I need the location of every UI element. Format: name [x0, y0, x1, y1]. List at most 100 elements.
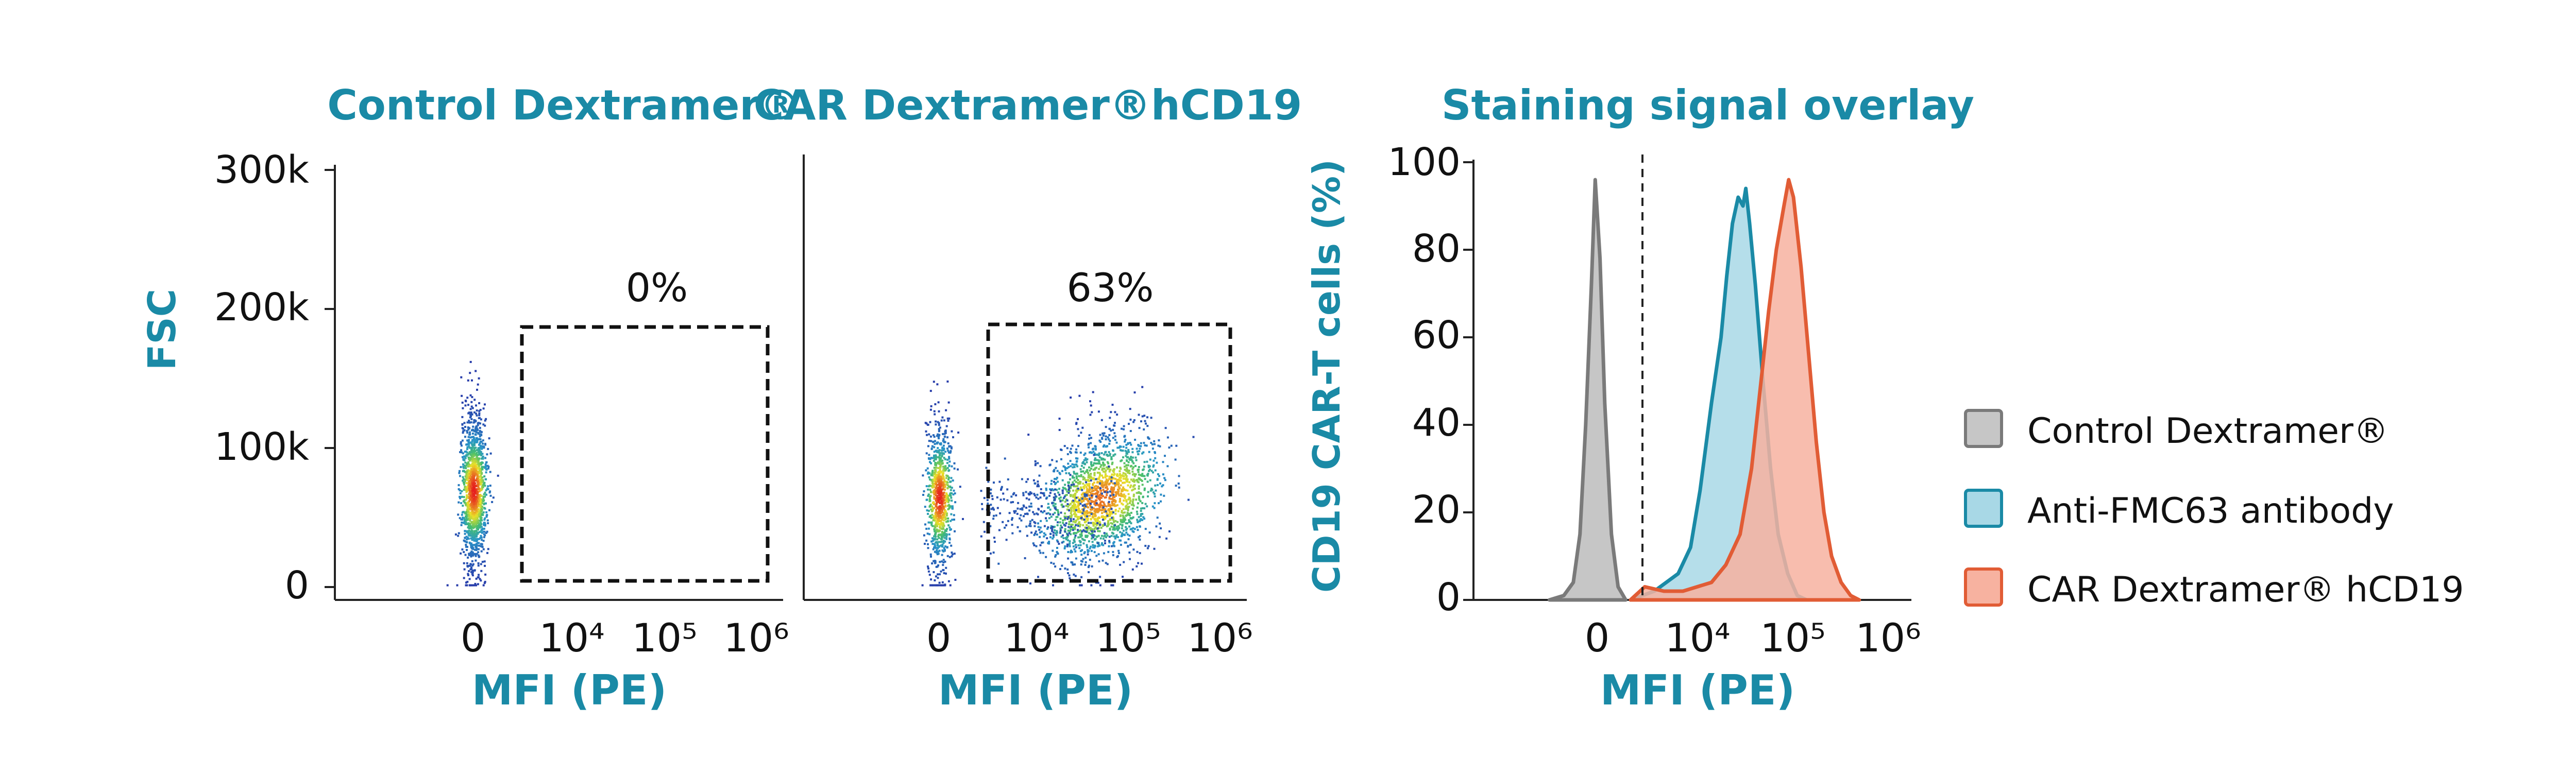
scatter-point [491, 501, 494, 503]
scatter-point [1074, 451, 1077, 454]
scatter-point [474, 457, 477, 460]
scatter-point [947, 517, 950, 520]
scatter-point [922, 474, 924, 477]
scatter-point [1090, 545, 1092, 548]
scatter-point [1162, 473, 1164, 476]
scatter-point [931, 507, 934, 510]
scatter-point [1090, 508, 1093, 511]
scatter-point [1082, 529, 1085, 531]
scatter-point [1103, 503, 1106, 506]
scatter-point [483, 536, 485, 539]
scatter-point [1131, 568, 1134, 571]
scatter-point [1116, 529, 1119, 531]
scatter-point [1138, 487, 1140, 490]
scatter-point [1107, 515, 1110, 518]
scatter-point [1093, 481, 1095, 484]
scatter-point [940, 452, 942, 454]
scatter-point [479, 433, 481, 436]
scatter-point [1120, 445, 1122, 448]
scatter-point [456, 584, 459, 587]
scatter-point [1063, 445, 1066, 447]
panel-control-dextramer: Control Dextramer® FSC 300k 200k 100k 0 … [140, 81, 801, 714]
scatter-point [481, 528, 484, 530]
scatter-point [937, 547, 939, 549]
scatter-point [478, 422, 480, 424]
scatter-point [1075, 513, 1077, 516]
scatter-point [1076, 515, 1079, 518]
scatter-point [1077, 530, 1079, 533]
scatter-point [1045, 489, 1047, 491]
scatter-point [1095, 510, 1098, 512]
scatter-point [945, 483, 948, 486]
scatter-point [1078, 394, 1081, 397]
scatter-point [1089, 527, 1092, 529]
scatter-point [1007, 478, 1009, 480]
scatter-point [1136, 447, 1138, 450]
scatter-point [1088, 540, 1090, 543]
scatter-point [1129, 465, 1132, 468]
scatter-point [474, 555, 477, 557]
scatter-point [1104, 518, 1107, 520]
scatter-point [1141, 502, 1144, 504]
scatter-point [477, 505, 480, 507]
scatter-point [1019, 508, 1022, 510]
scatter-point [928, 533, 931, 536]
scatter-point [1136, 506, 1139, 509]
scatter-point [1072, 527, 1074, 529]
scatter-point [1137, 521, 1139, 523]
scatter-point [937, 436, 940, 439]
scatter-point [1039, 526, 1042, 529]
scatter-point [1035, 530, 1037, 533]
scatter-point [1088, 485, 1090, 487]
scatter-point [479, 520, 482, 522]
scatter-point [1090, 463, 1092, 466]
scatter-point [1082, 476, 1084, 478]
scatter-point [1087, 472, 1089, 474]
scatter-point [983, 497, 986, 500]
scatter-point [925, 452, 928, 455]
scatter-point [1152, 471, 1154, 474]
scatter-point [1137, 481, 1140, 484]
scatter-point [467, 441, 470, 443]
scatter-point [942, 561, 945, 564]
scatter-point [1111, 404, 1114, 406]
scatter-point [466, 462, 468, 464]
scatter-point [929, 421, 931, 423]
scatter-point [1081, 489, 1083, 491]
scatter-point [485, 471, 487, 474]
scatter-point [1101, 519, 1104, 521]
scatter-point [463, 464, 466, 467]
scatter-point [1164, 455, 1166, 457]
scatter-point [463, 429, 466, 432]
scatter-point [1068, 523, 1070, 525]
scatter-point [985, 467, 988, 469]
scatter-point [1072, 529, 1074, 531]
scatter-point [471, 379, 473, 382]
scatter-point [1077, 517, 1079, 520]
scatter-point [466, 562, 468, 564]
scatter-point [1125, 455, 1127, 457]
scatter-point [479, 417, 481, 419]
scatter-point [943, 572, 945, 574]
scatter-point [472, 503, 475, 506]
scatter-point [1070, 485, 1072, 488]
scatter-point [1128, 519, 1130, 522]
scatter-point [938, 429, 941, 432]
scatter-point [475, 502, 478, 504]
scatter-point [1077, 501, 1080, 503]
scatter-point [1118, 476, 1121, 479]
scatter-point [1123, 520, 1125, 523]
scatter-point [1113, 541, 1115, 543]
scatter-point [1117, 478, 1120, 481]
panel-b-gate [986, 322, 1232, 583]
scatter-point [933, 546, 936, 549]
scatter-point [1065, 472, 1067, 474]
scatter-point [1148, 451, 1150, 453]
scatter-point [481, 531, 483, 534]
scatter-point [478, 510, 481, 512]
scatter-point [1112, 428, 1114, 431]
scatter-point [466, 580, 469, 583]
scatter-point [480, 440, 483, 443]
scatter-point [1114, 411, 1116, 414]
scatter-point [1114, 509, 1117, 511]
